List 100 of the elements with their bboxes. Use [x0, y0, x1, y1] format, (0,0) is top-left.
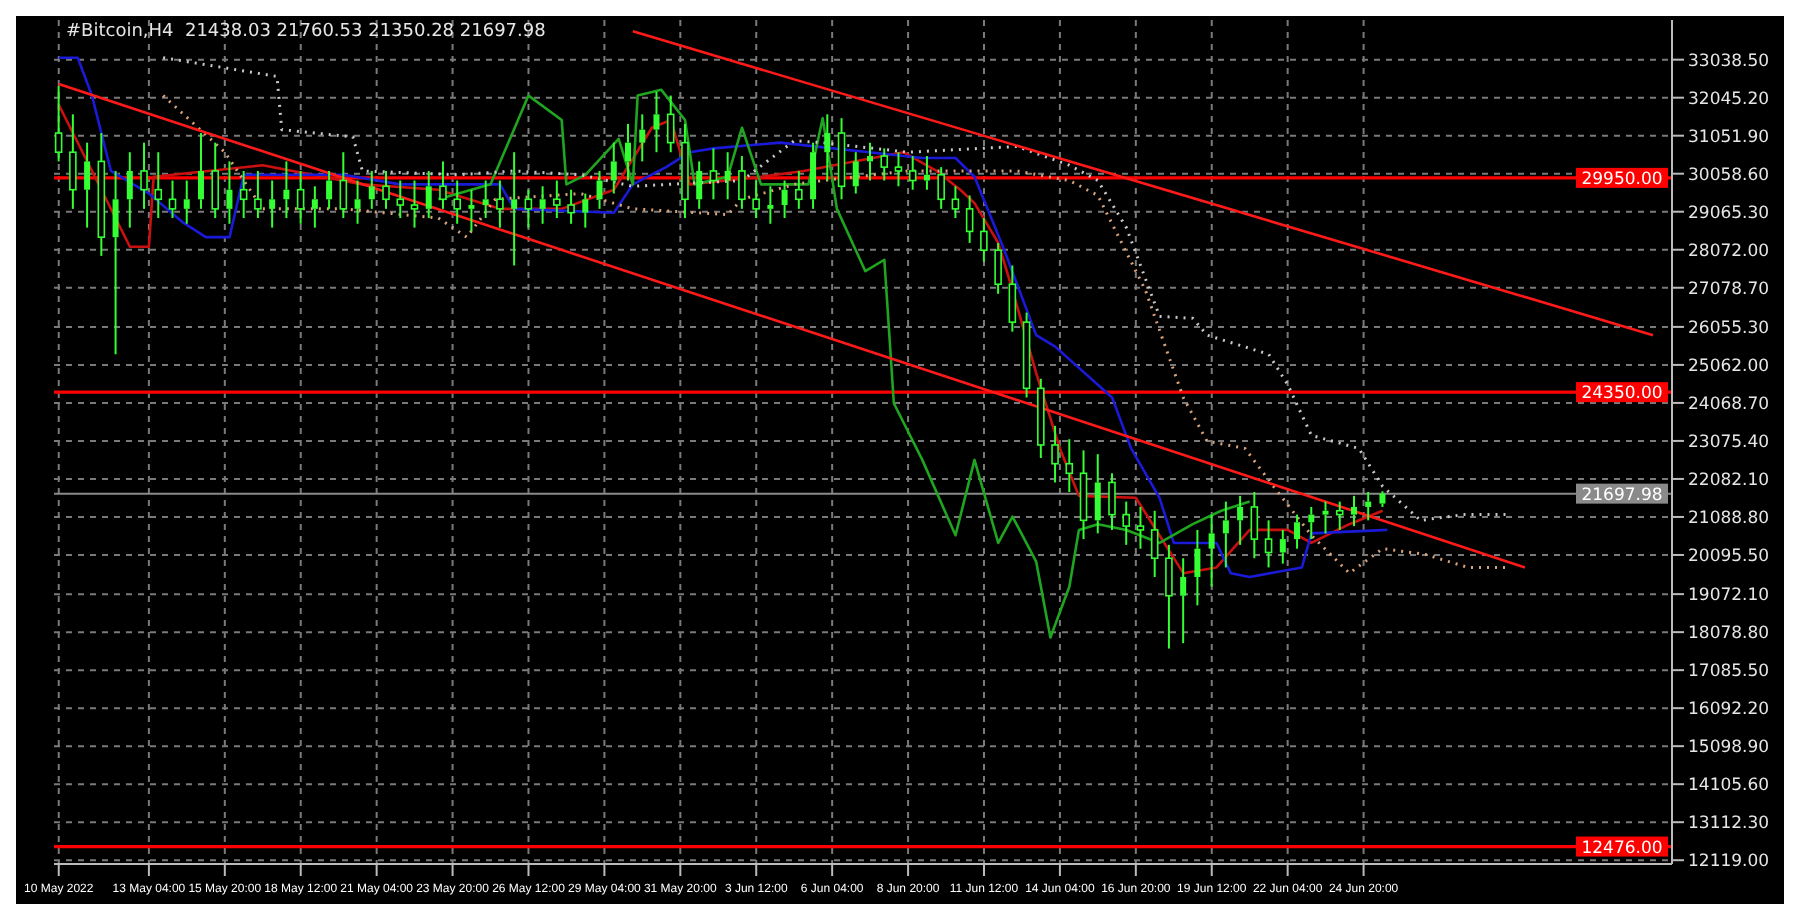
candlestick [709, 147, 718, 201]
candlestick [795, 169, 803, 210]
candlestick [810, 141, 817, 210]
candlestick [226, 160, 233, 225]
candlestick [965, 194, 974, 244]
candlestick [468, 188, 475, 233]
candlestick [197, 132, 204, 210]
y-tick-label: 15098.90 [1688, 738, 1770, 759]
candlestick [867, 141, 873, 182]
ref-line-label: 12476.00 [1581, 838, 1663, 859]
candlestick [666, 94, 675, 154]
candlestick [738, 155, 746, 210]
candlestick [425, 169, 432, 220]
y-tick-label: 17085.50 [1688, 662, 1770, 683]
candlestick [511, 151, 518, 267]
candlestick [894, 151, 903, 188]
candlestick [1122, 500, 1131, 546]
candlestick [296, 169, 305, 225]
candlestick [1194, 528, 1201, 607]
candlestick [1322, 500, 1329, 535]
candlestick [140, 141, 148, 210]
candlestick [1136, 505, 1145, 550]
candlestick [724, 151, 731, 201]
candlestick [1350, 494, 1357, 528]
candlestick [1222, 500, 1229, 569]
candlestick [368, 169, 375, 210]
candlestick [112, 169, 119, 356]
candlestick [1308, 505, 1315, 541]
y-tick-label: 27078.70 [1688, 279, 1770, 300]
candlestick [781, 179, 788, 220]
y-tick-label: 13112.30 [1688, 814, 1770, 835]
candlestick [354, 179, 361, 225]
candlestick [1365, 491, 1372, 522]
candlestick [283, 160, 290, 220]
candlestick [1008, 264, 1017, 333]
candlestick [553, 179, 561, 220]
candlestick [1108, 472, 1116, 531]
candlestick [1079, 449, 1088, 541]
y-tick-label: 25062.00 [1688, 356, 1770, 377]
candlestick [937, 166, 945, 210]
candlestick [696, 160, 703, 210]
y-tick-label: 14105.60 [1688, 776, 1770, 797]
candlestick [453, 179, 461, 225]
candlestick [1250, 491, 1259, 560]
candlestick [126, 151, 133, 229]
candlestick [1279, 528, 1286, 565]
candlestick [311, 185, 318, 229]
y-tick-label: 33038.50 [1688, 51, 1770, 72]
candlestick [582, 192, 589, 229]
y-tick-label: 12119.00 [1688, 852, 1770, 873]
y-tick-label: 28072.00 [1688, 241, 1770, 262]
candlestick [596, 169, 603, 210]
candlestick [326, 169, 333, 210]
candlestick [923, 155, 930, 191]
y-tick-label: 16092.20 [1688, 700, 1770, 721]
candlestick [681, 122, 689, 220]
candlestick [410, 179, 419, 229]
y-tick-label: 24068.70 [1688, 394, 1770, 415]
candlestick [567, 188, 575, 225]
y-tick-label: 32045.20 [1688, 89, 1770, 110]
y-tick-label: 19072.10 [1688, 586, 1770, 607]
candlestick [1264, 519, 1273, 569]
y-tick-label: 31051.90 [1688, 127, 1770, 148]
candlestick [539, 185, 546, 225]
candlestick [625, 122, 632, 182]
ref-line-label: 21697.98 [1581, 485, 1663, 506]
y-tick-label: 21088.80 [1688, 508, 1770, 529]
candlestick [154, 151, 163, 220]
candlestick [880, 147, 889, 182]
candlestick [1051, 424, 1059, 484]
candlestick [1037, 377, 1045, 459]
y-tick-label: 29065.30 [1688, 203, 1770, 224]
candlestick [852, 151, 859, 195]
candlestick [837, 117, 846, 201]
candlestick [382, 169, 390, 210]
candlestick [1237, 494, 1244, 546]
candlestick [1065, 438, 1074, 494]
candlestick [1208, 513, 1215, 588]
candlestick [269, 179, 276, 229]
candlestick [1094, 453, 1101, 535]
candlestick [824, 113, 831, 182]
y-tick-label: 20095.50 [1688, 547, 1770, 567]
candlestick [1180, 557, 1187, 645]
candlestick [396, 179, 405, 220]
y-tick-label: 30058.60 [1688, 165, 1770, 186]
candlestick [639, 113, 646, 163]
line-series [437, 88, 1252, 639]
candlestick [97, 132, 106, 257]
ref-line-label: 24350.00 [1581, 384, 1663, 405]
candlestick [183, 179, 190, 225]
candlestick [908, 155, 917, 191]
candlestick [439, 160, 447, 210]
candlestick [1150, 509, 1159, 578]
candlestick [767, 185, 774, 225]
chart-title: #Bitcoin,H4 21438.03 21760.53 21350.28 21697.98 [66, 22, 546, 42]
candlestick [980, 217, 988, 263]
y-tick-label: 23075.40 [1688, 432, 1770, 453]
y-tick-label: 18078.80 [1688, 624, 1770, 645]
candlestick [84, 141, 91, 229]
candlestick [69, 113, 77, 210]
